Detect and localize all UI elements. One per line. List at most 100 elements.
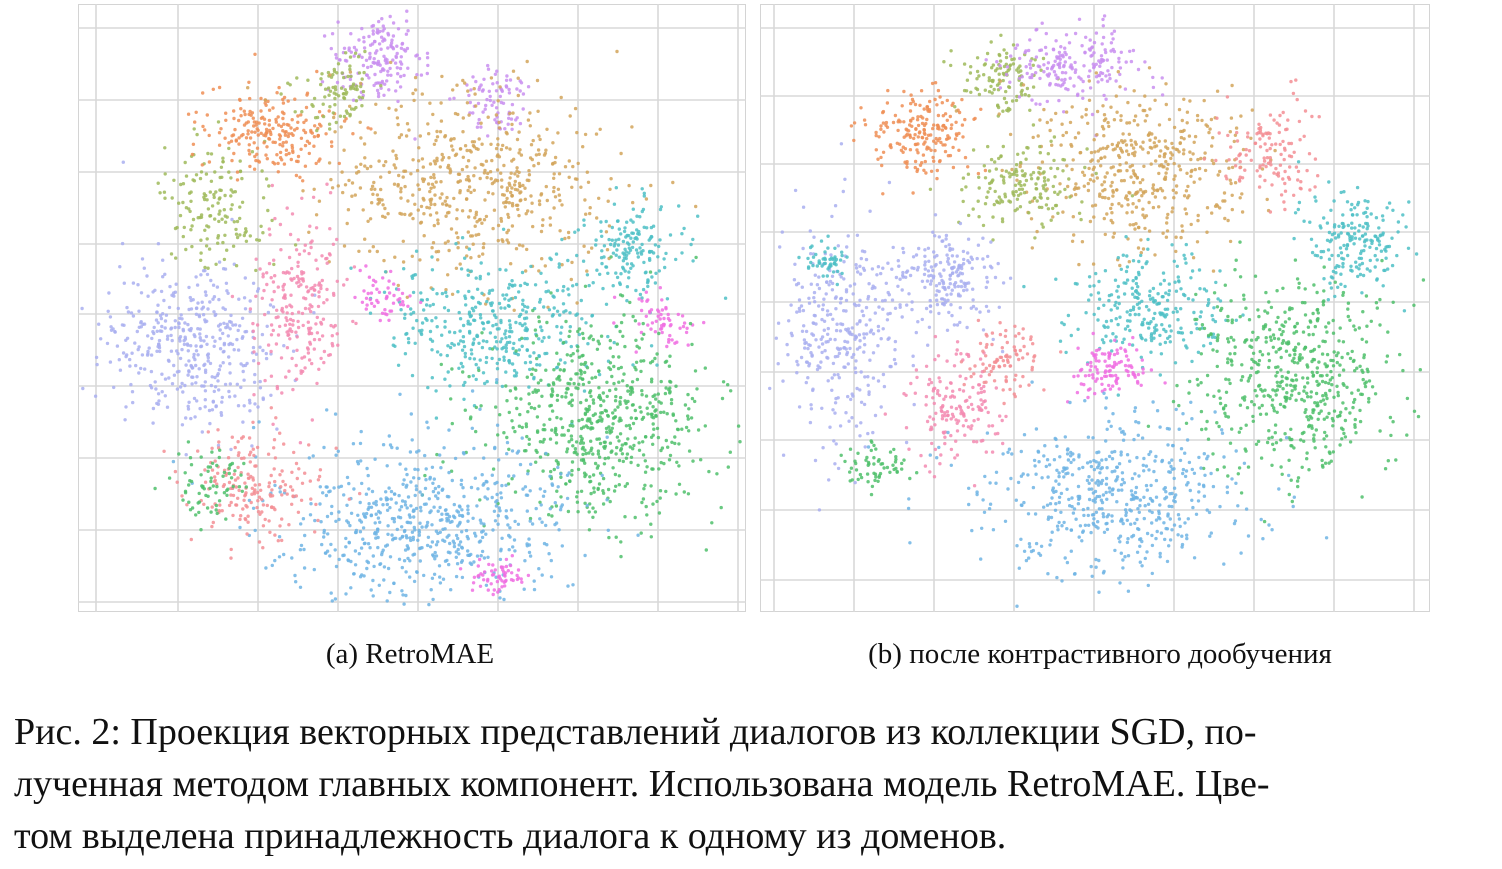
data-point [660, 308, 665, 312]
data-point [254, 352, 259, 356]
data-point [863, 123, 868, 127]
data-point [612, 340, 616, 345]
data-point [555, 309, 560, 313]
data-point [503, 297, 507, 301]
data-point [351, 86, 356, 91]
data-point [505, 452, 509, 456]
data-point [133, 341, 137, 345]
data-point [634, 350, 638, 354]
data-point [361, 537, 365, 541]
data-point [401, 175, 405, 179]
data-point [466, 519, 470, 523]
data-point [1048, 128, 1052, 133]
data-point [379, 69, 383, 74]
data-point [440, 74, 444, 79]
data-point [368, 546, 372, 550]
data-point [881, 192, 885, 196]
data-point [303, 143, 308, 148]
data-point [294, 363, 298, 368]
data-point [213, 385, 218, 389]
data-point [657, 244, 661, 249]
data-point [515, 166, 519, 170]
data-point [351, 132, 355, 136]
data-point [392, 182, 397, 186]
data-point [411, 310, 416, 315]
data-point [439, 119, 444, 123]
data-point [336, 184, 340, 188]
data-point [263, 312, 267, 317]
data-point [508, 326, 513, 330]
data-point [460, 530, 464, 534]
data-point [529, 264, 533, 269]
data-point [674, 257, 678, 262]
data-point [255, 505, 259, 510]
data-point [561, 340, 566, 345]
data-point [241, 364, 245, 368]
data-point [417, 187, 422, 192]
data-point [1131, 48, 1136, 53]
data-point [377, 159, 381, 163]
data-point [1100, 78, 1104, 82]
data-point [360, 96, 365, 100]
data-point [1110, 180, 1114, 185]
data-point [520, 336, 524, 340]
data-point [491, 572, 496, 577]
data-point [327, 353, 331, 357]
data-point [491, 467, 496, 471]
data-point [605, 394, 609, 399]
data-point [275, 91, 279, 95]
data-point [1185, 171, 1189, 175]
data-point [637, 346, 641, 350]
data-point [668, 333, 672, 338]
data-point [535, 450, 539, 454]
data-point [606, 334, 610, 339]
data-point [957, 148, 961, 152]
data-point [383, 308, 387, 312]
data-point [441, 460, 445, 464]
data-point [658, 317, 662, 321]
data-point [496, 433, 500, 437]
data-point [663, 360, 668, 364]
data-point [377, 509, 381, 514]
data-point [365, 559, 369, 563]
data-point [466, 159, 471, 163]
data-point [469, 256, 473, 260]
data-point [318, 485, 322, 489]
data-point [1126, 152, 1131, 157]
data-point [190, 375, 194, 379]
data-point [203, 468, 207, 472]
data-point [284, 140, 288, 144]
data-point [1143, 119, 1147, 123]
data-point [995, 60, 999, 64]
data-point [1081, 79, 1085, 84]
data-point [636, 463, 640, 467]
cluster-1 [156, 120, 298, 273]
data-point [1160, 76, 1164, 80]
data-point [371, 554, 375, 558]
data-point [636, 533, 640, 537]
data-point [1057, 50, 1062, 55]
data-point [386, 69, 390, 74]
data-point [307, 456, 311, 460]
data-point [146, 334, 150, 338]
data-point [405, 506, 409, 510]
data-point [559, 505, 563, 509]
data-point [307, 251, 311, 256]
data-point [435, 325, 439, 329]
data-point [667, 364, 672, 368]
data-point [544, 451, 548, 456]
data-point [485, 299, 489, 304]
data-point [650, 275, 654, 279]
data-point [615, 248, 619, 252]
data-point [587, 510, 591, 514]
data-point [238, 169, 243, 174]
data-point [392, 581, 396, 586]
data-point [630, 125, 634, 129]
data-point [466, 188, 470, 193]
data-point [599, 334, 604, 338]
data-point [429, 202, 433, 207]
data-point [537, 337, 541, 341]
data-point [520, 580, 524, 584]
data-point [297, 467, 301, 471]
data-point [217, 440, 221, 444]
